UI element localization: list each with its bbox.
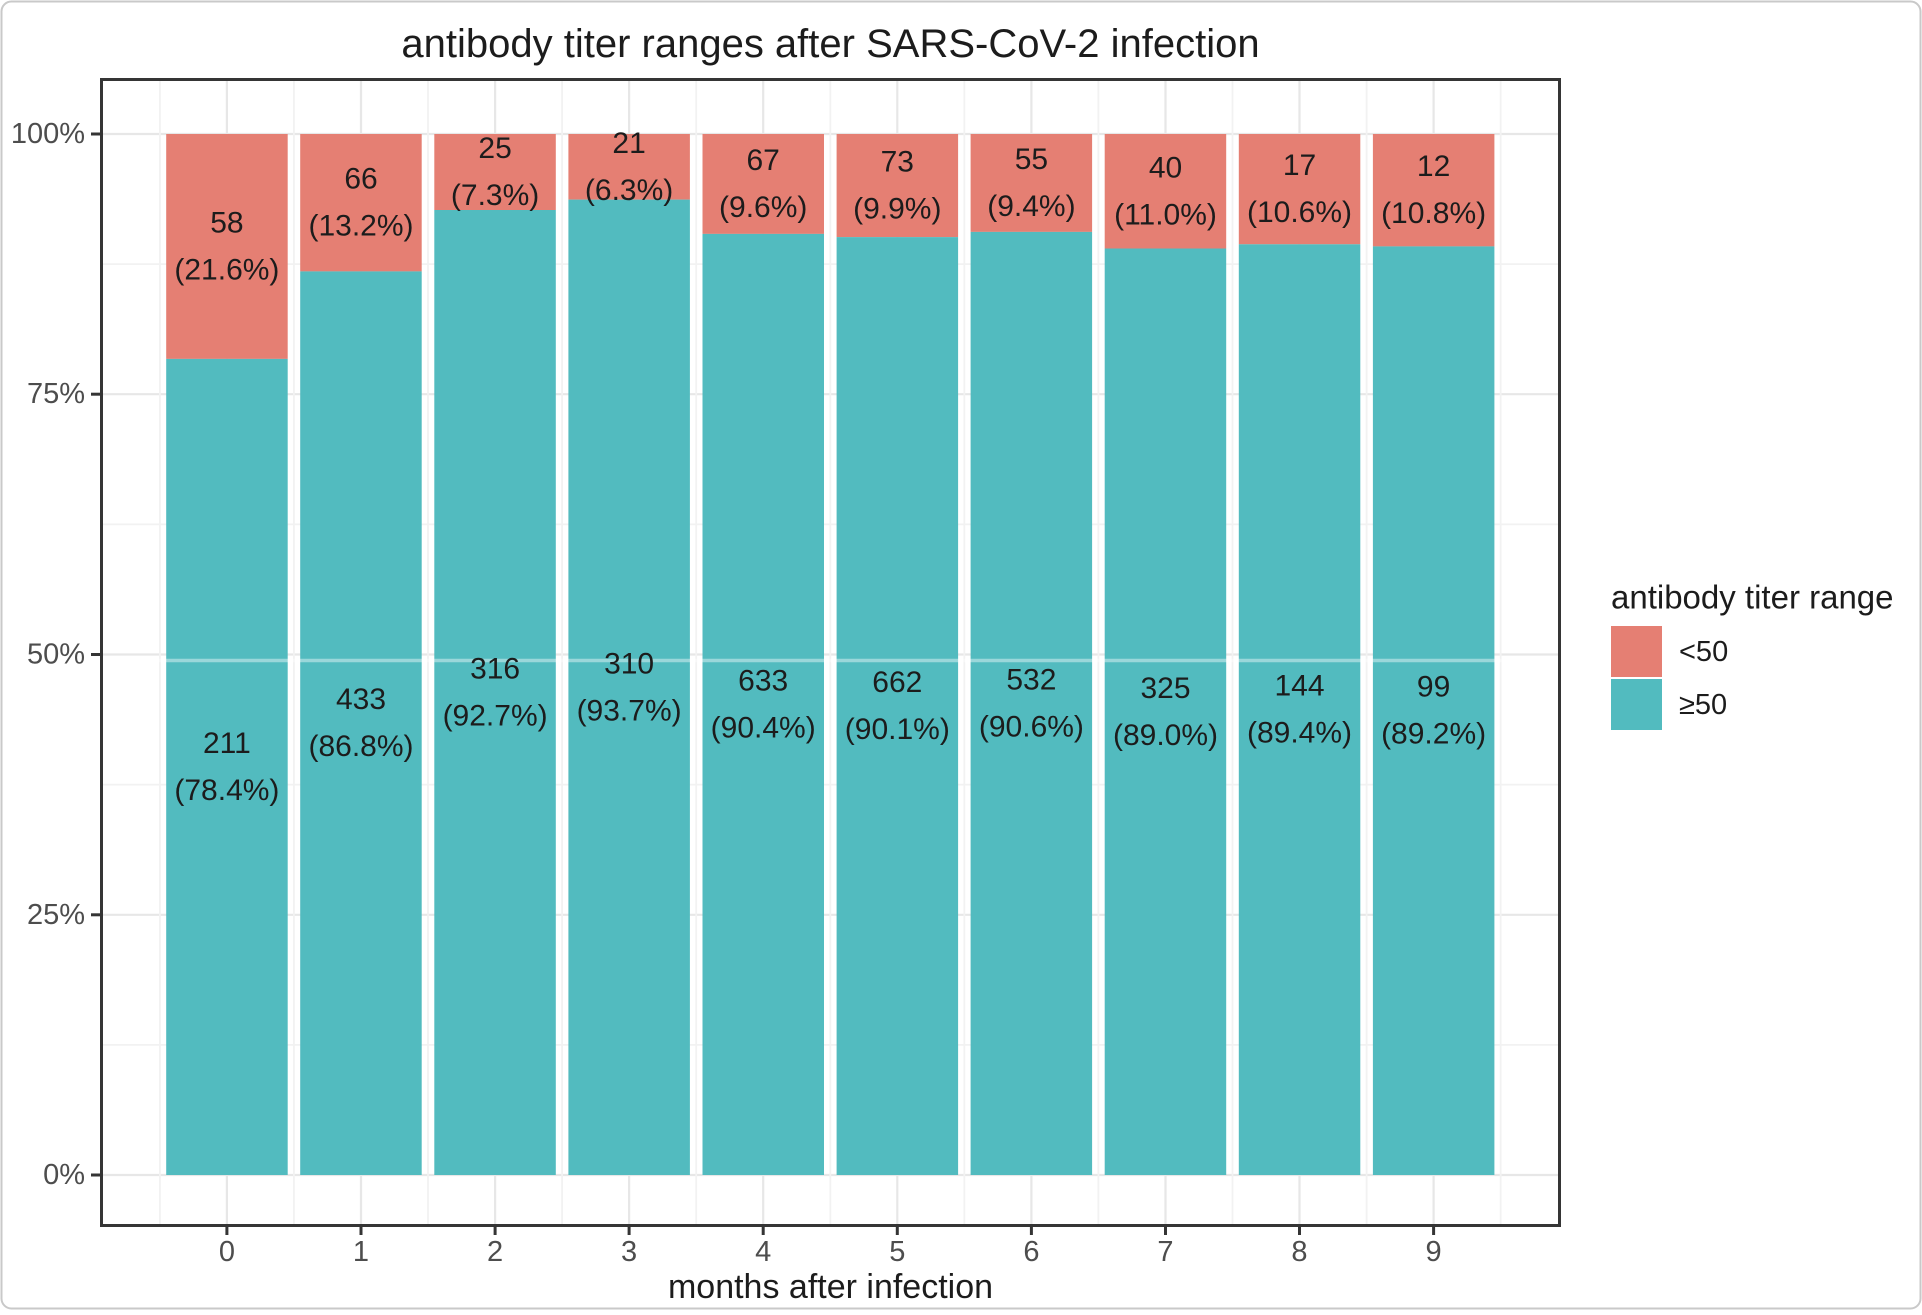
svg-text:100%: 100% xyxy=(11,118,85,150)
svg-text:(9.4%): (9.4%) xyxy=(987,190,1075,223)
svg-text:6: 6 xyxy=(1023,1236,1039,1268)
svg-text:(90.4%): (90.4%) xyxy=(711,712,816,745)
svg-text:55: 55 xyxy=(1015,143,1048,176)
svg-text:(90.6%): (90.6%) xyxy=(979,710,1084,743)
svg-text:99: 99 xyxy=(1417,671,1450,704)
svg-text:(13.2%): (13.2%) xyxy=(308,210,413,243)
svg-text:(89.2%): (89.2%) xyxy=(1381,718,1486,751)
svg-text:0: 0 xyxy=(219,1236,235,1268)
svg-text:antibody titer ranges after SA: antibody titer ranges after SARS-CoV-2 i… xyxy=(401,22,1259,66)
svg-text:21: 21 xyxy=(612,127,645,160)
svg-text:3: 3 xyxy=(621,1236,637,1268)
svg-text:75%: 75% xyxy=(27,378,85,410)
svg-text:662: 662 xyxy=(872,666,922,699)
svg-text:(21.6%): (21.6%) xyxy=(174,253,279,286)
svg-text:9: 9 xyxy=(1426,1236,1442,1268)
svg-text:(90.1%): (90.1%) xyxy=(845,713,950,746)
svg-text:316: 316 xyxy=(470,653,520,686)
svg-text:1: 1 xyxy=(353,1236,369,1268)
svg-text:633: 633 xyxy=(738,665,788,698)
svg-text:17: 17 xyxy=(1283,149,1316,182)
svg-text:12: 12 xyxy=(1417,150,1450,183)
svg-text:(7.3%): (7.3%) xyxy=(451,179,539,212)
svg-text:(89.0%): (89.0%) xyxy=(1113,719,1218,752)
svg-text:8: 8 xyxy=(1291,1236,1307,1268)
svg-text:211: 211 xyxy=(203,727,251,760)
svg-text:66: 66 xyxy=(344,163,377,196)
svg-text:(10.8%): (10.8%) xyxy=(1381,197,1486,230)
svg-text:67: 67 xyxy=(747,144,780,177)
svg-text:144: 144 xyxy=(1274,670,1324,703)
svg-text:(89.4%): (89.4%) xyxy=(1247,717,1352,750)
svg-text:<50: <50 xyxy=(1679,636,1728,668)
svg-text:(6.3%): (6.3%) xyxy=(585,174,673,207)
svg-text:2: 2 xyxy=(487,1236,503,1268)
svg-text:0%: 0% xyxy=(43,1159,85,1191)
svg-text:(9.6%): (9.6%) xyxy=(719,191,807,224)
svg-text:5: 5 xyxy=(889,1236,905,1268)
svg-text:(78.4%): (78.4%) xyxy=(174,774,279,807)
svg-text:40: 40 xyxy=(1149,151,1182,184)
svg-text:months after infection: months after infection xyxy=(668,1268,993,1306)
svg-text:4: 4 xyxy=(755,1236,771,1268)
svg-text:(10.6%): (10.6%) xyxy=(1247,196,1352,229)
svg-text:(92.7%): (92.7%) xyxy=(443,700,548,733)
svg-text:310: 310 xyxy=(604,647,654,680)
svg-text:(93.7%): (93.7%) xyxy=(577,694,682,727)
svg-text:≥50: ≥50 xyxy=(1679,689,1727,721)
svg-text:antibody titer range: antibody titer range xyxy=(1611,579,1894,616)
svg-text:25: 25 xyxy=(478,132,511,165)
svg-text:532: 532 xyxy=(1006,663,1056,696)
svg-text:(11.0%): (11.0%) xyxy=(1114,198,1217,231)
svg-text:(9.9%): (9.9%) xyxy=(853,193,941,226)
svg-text:433: 433 xyxy=(336,683,386,716)
svg-text:(86.8%): (86.8%) xyxy=(308,730,413,763)
svg-text:58: 58 xyxy=(210,206,243,239)
svg-text:25%: 25% xyxy=(27,899,85,931)
svg-text:325: 325 xyxy=(1140,672,1190,705)
svg-text:7: 7 xyxy=(1157,1236,1173,1268)
svg-text:73: 73 xyxy=(881,146,914,179)
svg-text:50%: 50% xyxy=(27,639,85,671)
